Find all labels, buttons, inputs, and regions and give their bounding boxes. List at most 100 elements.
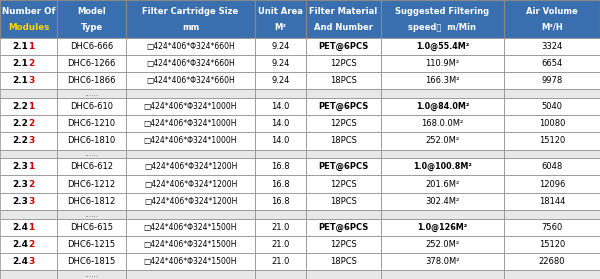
Bar [255,270,306,279]
Text: 2.4: 2.4 [13,240,29,249]
Bar [504,132,600,150]
Bar [381,158,504,175]
Text: 18PCS: 18PCS [330,257,357,266]
Text: ......: ...... [85,149,98,158]
Bar [306,115,381,132]
Text: 15120: 15120 [539,240,565,249]
Bar [57,115,126,132]
Bar [504,270,600,279]
Bar [381,270,504,279]
Text: 2: 2 [29,180,35,189]
Text: 7560: 7560 [541,223,563,232]
Bar [0,38,57,55]
Text: 12PCS: 12PCS [330,59,357,68]
Text: Number Of: Number Of [2,7,55,16]
Bar [306,132,381,150]
Bar [381,55,504,72]
Text: □424*406*Φ324*1200H: □424*406*Φ324*1200H [144,197,237,206]
Bar [0,270,57,279]
Bar [504,55,600,72]
Bar [255,115,306,132]
Text: 14.0: 14.0 [271,119,290,128]
Text: 3: 3 [29,197,35,206]
Text: 1: 1 [29,102,35,111]
Text: Type: Type [80,23,103,32]
Bar [126,193,255,210]
Bar [504,236,600,253]
Text: PET@6PCS: PET@6PCS [319,42,368,51]
Bar [504,98,600,115]
Text: 9978: 9978 [541,76,563,85]
Text: 12PCS: 12PCS [330,119,357,128]
Text: 3324: 3324 [541,42,563,50]
Bar [126,270,255,279]
Bar [0,0,57,38]
Bar [0,210,57,219]
Text: 378.0M²: 378.0M² [425,257,460,266]
Bar [504,0,600,38]
Text: ......: ...... [85,270,98,279]
Bar [126,0,255,38]
Text: 2.4: 2.4 [13,257,29,266]
Text: Air Volume: Air Volume [526,7,578,16]
Bar [0,89,57,98]
Text: □424*406*Φ324*1000H: □424*406*Φ324*1000H [144,102,237,111]
Text: 5040: 5040 [542,102,563,111]
Bar [57,0,126,38]
Text: 252.0M²: 252.0M² [425,136,460,145]
Bar [126,210,255,219]
Bar [0,55,57,72]
Text: speed：  m/Min: speed： m/Min [409,23,476,32]
Text: PET@6PCS: PET@6PCS [319,223,368,232]
Text: 12096: 12096 [539,180,565,189]
Text: M²: M² [275,23,287,32]
Bar [126,115,255,132]
Text: 2.2: 2.2 [13,119,29,128]
Text: DHC6-1215: DHC6-1215 [67,240,116,249]
Text: 1.0@126M²: 1.0@126M² [418,223,467,232]
Bar [255,98,306,115]
Text: 18PCS: 18PCS [330,76,357,85]
Bar [306,193,381,210]
Bar [0,158,57,175]
Bar [255,89,306,98]
Bar [57,193,126,210]
Text: 2.2: 2.2 [13,136,29,145]
Text: 2.3: 2.3 [13,197,29,206]
Bar [381,150,504,158]
Bar [255,0,306,38]
Bar [306,89,381,98]
Bar [126,132,255,150]
Text: 21.0: 21.0 [271,240,290,249]
Bar [255,219,306,236]
Text: 252.0M²: 252.0M² [425,240,460,249]
Text: M³/H: M³/H [541,23,563,32]
Text: mm: mm [182,23,199,32]
Text: DHC6-610: DHC6-610 [70,102,113,111]
Text: 12PCS: 12PCS [330,180,357,189]
Bar [126,89,255,98]
Text: Model: Model [77,7,106,16]
Text: □424*406*Φ324*1200H: □424*406*Φ324*1200H [144,162,237,171]
Bar [126,158,255,175]
Bar [306,98,381,115]
Text: 3: 3 [29,76,35,85]
Bar [255,72,306,89]
Text: 2.1: 2.1 [13,76,29,85]
Text: 3: 3 [29,136,35,145]
Bar [0,236,57,253]
Bar [0,175,57,193]
Bar [255,150,306,158]
Text: 6048: 6048 [541,162,563,171]
Text: DHC6-1212: DHC6-1212 [67,180,116,189]
Bar [504,219,600,236]
Bar [381,38,504,55]
Text: 2: 2 [29,59,35,68]
Text: And Number: And Number [314,23,373,32]
Bar [381,236,504,253]
Text: Suggested Filtering: Suggested Filtering [395,7,490,16]
Bar [504,175,600,193]
Bar [255,253,306,270]
Text: DHC6-666: DHC6-666 [70,42,113,50]
Text: 110.9M²: 110.9M² [425,59,460,68]
